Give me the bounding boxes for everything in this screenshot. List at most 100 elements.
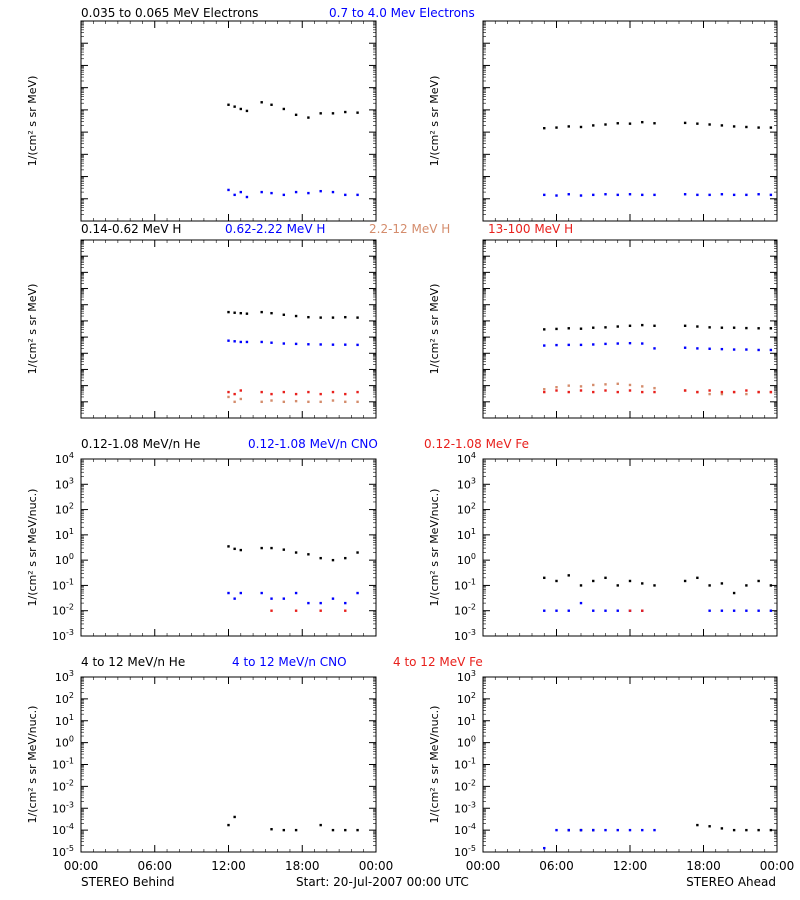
data-point bbox=[720, 326, 724, 329]
data-point bbox=[720, 347, 724, 351]
data-point bbox=[227, 390, 230, 394]
data-point bbox=[745, 828, 748, 832]
data-point bbox=[769, 193, 773, 197]
data-point bbox=[628, 341, 632, 345]
data-point bbox=[567, 828, 570, 832]
data-point bbox=[307, 390, 310, 394]
data-point bbox=[239, 389, 242, 392]
data-point bbox=[708, 389, 711, 392]
y-tick-label: 102 bbox=[55, 691, 74, 706]
data-point bbox=[628, 389, 632, 392]
legend-entry: 4 to 12 MeV/n He bbox=[81, 655, 185, 669]
data-point bbox=[331, 390, 335, 394]
data-point bbox=[757, 348, 760, 352]
data-point bbox=[592, 609, 595, 612]
footer-right-label: STEREO Ahead bbox=[686, 875, 776, 889]
data-point bbox=[769, 348, 773, 352]
y-tick-label: 104 bbox=[457, 451, 476, 466]
data-point bbox=[579, 327, 583, 330]
data-point bbox=[720, 582, 724, 585]
data-point bbox=[239, 190, 242, 194]
data-point bbox=[319, 343, 322, 346]
data-point bbox=[732, 591, 736, 595]
x-tick-label: 12:00 bbox=[211, 859, 246, 873]
data-point bbox=[344, 828, 347, 832]
data-point bbox=[331, 828, 335, 832]
data-point bbox=[567, 384, 570, 387]
data-point bbox=[708, 825, 711, 828]
data-point bbox=[567, 343, 570, 347]
data-point bbox=[239, 397, 242, 401]
data-point bbox=[641, 120, 644, 124]
y-axis-label: 1/(cm² s sr MeV/nuc.) bbox=[428, 489, 441, 607]
data-point bbox=[307, 400, 310, 404]
data-point bbox=[757, 609, 760, 612]
data-point bbox=[344, 110, 347, 114]
data-point bbox=[555, 828, 558, 832]
y-tick-label: 10-3 bbox=[454, 800, 476, 815]
data-point bbox=[543, 126, 546, 130]
data-point bbox=[239, 591, 242, 595]
data-point bbox=[344, 556, 347, 560]
data-point bbox=[653, 122, 656, 125]
data-point bbox=[245, 312, 249, 315]
data-point bbox=[239, 107, 242, 111]
data-point bbox=[282, 390, 286, 394]
data-point bbox=[745, 609, 748, 612]
data-point bbox=[233, 547, 236, 551]
data-point bbox=[604, 576, 607, 580]
data-point bbox=[604, 326, 607, 329]
y-tick-label: 102 bbox=[55, 502, 74, 517]
data-point bbox=[294, 342, 298, 346]
plot-frame bbox=[482, 20, 778, 222]
data-point bbox=[641, 323, 644, 327]
data-point bbox=[732, 193, 736, 197]
data-point bbox=[720, 609, 724, 612]
data-point bbox=[260, 546, 263, 550]
data-point bbox=[270, 311, 273, 315]
data-point bbox=[732, 125, 736, 128]
data-point bbox=[233, 105, 236, 108]
data-point bbox=[757, 579, 760, 583]
data-point bbox=[270, 828, 273, 831]
data-point bbox=[579, 601, 583, 605]
data-point bbox=[616, 828, 619, 832]
data-point bbox=[628, 579, 632, 583]
data-point bbox=[708, 609, 711, 612]
data-point bbox=[270, 399, 273, 402]
data-point bbox=[270, 609, 273, 612]
y-tick-label: 101 bbox=[55, 713, 74, 728]
x-tick-label: 00:00 bbox=[466, 859, 501, 873]
data-point bbox=[653, 324, 656, 327]
data-point bbox=[641, 390, 644, 394]
footer-start-label: Start: 20-Jul-2007 00:00 UTC bbox=[296, 875, 469, 889]
panel-row4-behind: 10-5 10-4 10-3 10-2 10-1 100 101 102 103 1/(cm² s… bbox=[26, 669, 377, 859]
data-point bbox=[245, 195, 249, 199]
data-point bbox=[653, 390, 656, 394]
data-point bbox=[757, 193, 760, 196]
data-point bbox=[344, 315, 347, 319]
data-point bbox=[641, 342, 644, 345]
data-point bbox=[319, 316, 322, 319]
data-point bbox=[282, 548, 286, 551]
data-point bbox=[270, 341, 273, 344]
data-point bbox=[245, 109, 249, 113]
data-point bbox=[260, 591, 263, 595]
data-point bbox=[745, 389, 748, 392]
data-point bbox=[319, 556, 322, 560]
data-point bbox=[567, 390, 570, 394]
data-point bbox=[708, 584, 711, 587]
data-point bbox=[745, 193, 748, 197]
y-axis-label: 1/(cm² s sr MeV) bbox=[26, 284, 39, 375]
y-tick-label: 10-1 bbox=[454, 757, 476, 772]
data-point bbox=[344, 392, 347, 396]
data-point bbox=[745, 348, 748, 351]
data-point bbox=[270, 191, 273, 195]
data-point bbox=[233, 400, 236, 404]
data-point bbox=[592, 828, 595, 832]
data-point bbox=[696, 347, 699, 350]
data-point bbox=[260, 340, 263, 344]
data-point bbox=[282, 400, 286, 404]
plot-frame bbox=[482, 676, 778, 853]
data-point bbox=[579, 125, 583, 129]
